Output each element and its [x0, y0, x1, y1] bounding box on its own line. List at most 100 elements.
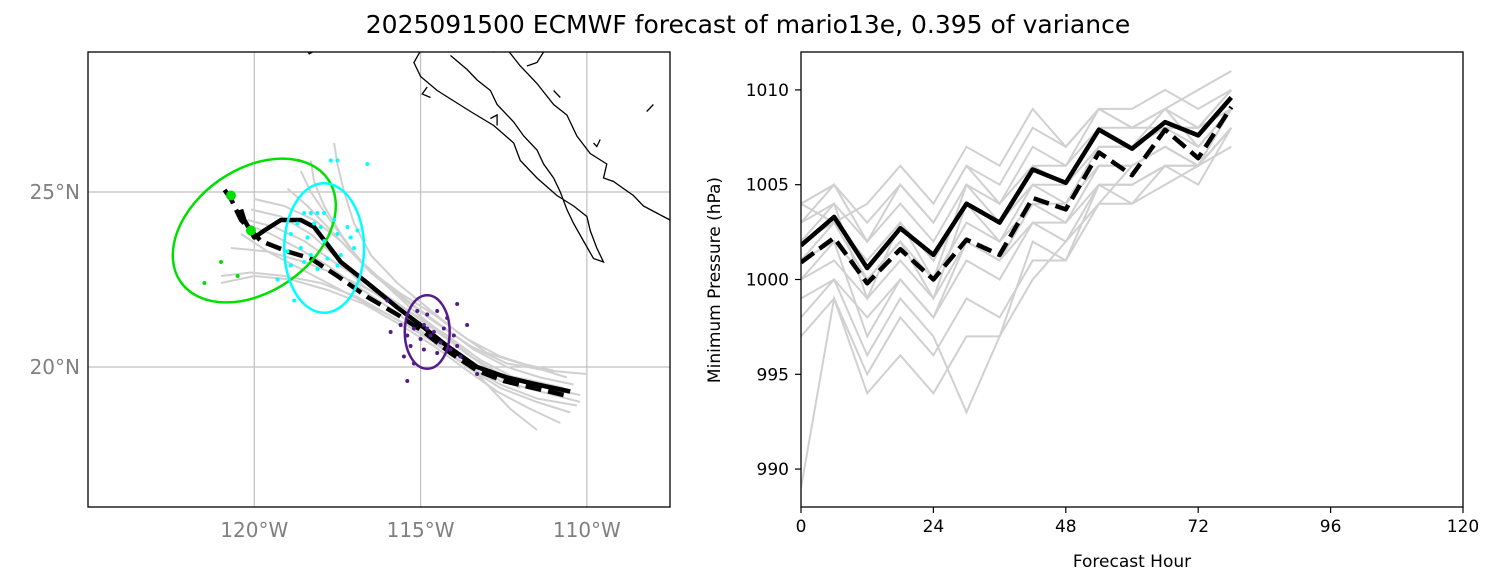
- cyan-point: [328, 158, 333, 163]
- coastline-segment: [526, 52, 545, 67]
- green-current-position: [226, 190, 237, 201]
- purple-point: [435, 351, 440, 355]
- ensemble-pressure-line: [801, 127, 1233, 320]
- purple-point: [438, 340, 443, 345]
- purple-point: [405, 333, 410, 338]
- mean-pressure-lines: [801, 96, 1234, 286]
- purple-point: [421, 347, 426, 352]
- cyan-point: [335, 232, 340, 236]
- purple-ellipse: [403, 294, 451, 370]
- mean-track-dashed: [219, 183, 565, 398]
- coastline-segment: [413, 52, 605, 264]
- ensemble-pressure-line: [801, 108, 1233, 339]
- purple-point: [428, 333, 433, 338]
- cyan-point: [332, 218, 337, 222]
- x-tick-label: 96: [1320, 517, 1342, 537]
- purple-point: [405, 312, 410, 317]
- ensemble-pressure-line: [801, 145, 1232, 377]
- series-mean-dashed: [801, 105, 1234, 286]
- cyan-point: [315, 211, 320, 215]
- cyan-point: [348, 235, 353, 240]
- map-x-tick-label: 120°W: [220, 518, 288, 542]
- cyan-point: [292, 298, 297, 303]
- map-x-tick-label: 110°W: [553, 518, 621, 542]
- purple-point: [411, 361, 416, 366]
- cyan-point: [312, 221, 317, 226]
- map-y-tick-label: 25°N: [30, 180, 80, 204]
- purple-point: [458, 354, 463, 359]
- purple-point: [455, 302, 460, 306]
- purple-point: [388, 330, 393, 334]
- x-tick-label: 48: [1055, 517, 1077, 537]
- purple-point: [425, 312, 430, 317]
- map-x-tick-label: 115°W: [387, 518, 455, 542]
- uncertainty-ellipses: [171, 157, 451, 370]
- purple-point: [441, 326, 446, 331]
- ensemble-track: [286, 187, 574, 386]
- cyan-point: [335, 263, 340, 268]
- map-y-tick-label: 20°N: [30, 355, 80, 379]
- cyan-point: [322, 239, 327, 243]
- ensemble-positions: [202, 158, 480, 383]
- purple-point: [405, 379, 410, 383]
- purple-point: [398, 323, 403, 327]
- cyan-point: [308, 253, 313, 257]
- chart-ticks: 0 24 48 72 96 120 990 995 1000 1005 1010: [746, 81, 1479, 537]
- map-gridlines: [88, 52, 670, 507]
- figure-title: 2025091500 ECMWF forecast of mario13e, 0…: [365, 10, 1131, 39]
- coastline-segment: [553, 90, 561, 98]
- green-current-position: [245, 225, 256, 236]
- purple-point: [385, 298, 390, 303]
- purple-point: [408, 344, 413, 348]
- ensemble-pressure-line: [801, 108, 1233, 263]
- coastline-segment: [646, 104, 654, 112]
- green-point: [202, 281, 207, 285]
- purple-point: [455, 344, 460, 348]
- x-tick-label: 120: [1447, 517, 1479, 537]
- coastline-segment: [613, 52, 631, 53]
- cyan-point: [305, 235, 310, 240]
- cyan-point: [308, 211, 313, 215]
- ensemble-pressure-line: [801, 107, 1233, 301]
- coastline-segment: [307, 52, 314, 55]
- ensemble-pressure-line: [801, 127, 1233, 489]
- y-tick-label: 1005: [746, 176, 789, 196]
- y-tick-label: 995: [757, 365, 789, 385]
- purple-point: [445, 316, 450, 320]
- y-tick-label: 990: [757, 460, 789, 480]
- coastline: [307, 52, 670, 264]
- ensemble-pressure-line: [801, 89, 1233, 244]
- x-tick-label: 72: [1187, 517, 1209, 537]
- cyan-point: [288, 263, 293, 268]
- cyan-point: [355, 228, 360, 233]
- purple-point: [411, 326, 416, 331]
- ensemble-tracks: [220, 142, 587, 431]
- cyan-point: [335, 158, 340, 163]
- cyan-point: [295, 221, 300, 226]
- map-frame: [87, 51, 671, 508]
- cyan-point: [315, 267, 320, 271]
- cyan-point: [365, 162, 370, 166]
- y-tick-label: 1010: [746, 81, 789, 101]
- cyan-point: [345, 225, 350, 229]
- ensemble-track: [254, 198, 568, 379]
- cyan-point: [285, 249, 290, 254]
- cyan-point: [322, 211, 327, 215]
- coastline-segment: [492, 52, 496, 53]
- cyan-point: [302, 211, 307, 215]
- y-axis-label: Minimum Pressure (hPa): [705, 177, 725, 383]
- pressure-chart-panel: 0 24 48 72 96 120 990 995 1000 1005 1010 Forecast …: [705, 51, 1479, 572]
- purple-point: [415, 309, 420, 313]
- mean-track-solid: [238, 208, 571, 394]
- cyan-point: [318, 225, 323, 229]
- track-map-panel: 120°W 115°W 110°W 20°N 25°N: [30, 51, 671, 542]
- cyan-point: [338, 253, 343, 257]
- purple-point: [435, 309, 440, 313]
- purple-point: [418, 337, 423, 341]
- ensemble-pressure-line: [801, 88, 1232, 224]
- x-axis-label: Forecast Hour: [1073, 552, 1191, 572]
- purple-point: [431, 330, 436, 334]
- green-point: [235, 274, 240, 278]
- cyan-point: [352, 246, 357, 250]
